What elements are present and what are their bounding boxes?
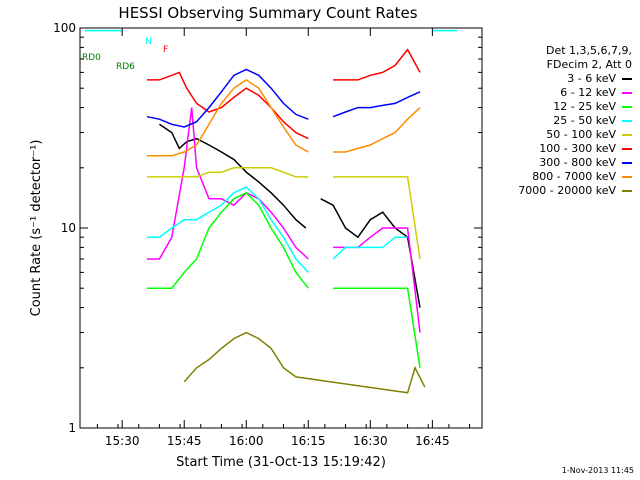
legend-swatch bbox=[622, 148, 632, 150]
series-line-8 bbox=[147, 78, 421, 157]
legend-label: 25 - 50 keV bbox=[553, 114, 616, 127]
legend-entry: 25 - 50 keV bbox=[492, 114, 632, 128]
legend-entry: 3 - 6 keV bbox=[492, 72, 632, 86]
x-axis-label: Start Time (31-Oct-13 15:19:42) bbox=[176, 455, 386, 470]
legend-swatch bbox=[622, 134, 632, 136]
legend-label: 800 - 7000 keV bbox=[532, 170, 616, 183]
y-tick-label: 100 bbox=[53, 21, 76, 35]
legend-entry: 6 - 12 keV bbox=[492, 86, 632, 100]
series-line-7 bbox=[146, 68, 421, 128]
plot-frame bbox=[79, 27, 483, 429]
legend-swatch bbox=[622, 190, 632, 192]
series-line-3 bbox=[147, 191, 421, 368]
legend-label: 6 - 12 keV bbox=[560, 86, 616, 99]
legend-swatch bbox=[622, 162, 632, 164]
legend-swatch bbox=[622, 92, 632, 94]
legend-header-2: FDecim 2, Att 0 bbox=[546, 58, 632, 71]
legend-entry: 12 - 25 keV bbox=[492, 100, 632, 114]
annotation-rd0: RD0 bbox=[82, 53, 101, 63]
y-tick-label: 1 bbox=[68, 421, 76, 435]
x-tick-label: 15:30 bbox=[105, 434, 140, 448]
series-line-5 bbox=[147, 167, 421, 260]
series-line-1 bbox=[158, 123, 421, 308]
legend-entry: 100 - 300 keV bbox=[492, 142, 632, 156]
series-line-9 bbox=[183, 331, 426, 394]
legend-entry: 50 - 100 keV bbox=[492, 128, 632, 142]
chart-title: HESSI Observing Summary Count Rates bbox=[118, 4, 417, 22]
legend-swatch bbox=[622, 176, 632, 178]
legend-label: 3 - 6 keV bbox=[567, 72, 616, 85]
footer-timestamp: 1-Nov-2013 11:45 bbox=[561, 466, 634, 475]
legend-entry: 300 - 800 keV bbox=[492, 156, 632, 170]
annotation-rd6: RD6 bbox=[116, 62, 135, 72]
x-tick-label: 16:30 bbox=[353, 434, 388, 448]
y-axis: 1 10 100 bbox=[53, 21, 482, 435]
x-tick-label: 15:45 bbox=[167, 434, 202, 448]
legend-swatch bbox=[622, 78, 632, 80]
plot-clip-group bbox=[85, 29, 458, 394]
x-tick-label: 16:15 bbox=[291, 434, 326, 448]
legend-entry: 800 - 7000 keV bbox=[492, 170, 632, 184]
y-axis-label: Count Rate (s⁻¹ detector⁻¹) bbox=[29, 140, 44, 317]
annotation-f: F bbox=[163, 45, 168, 55]
series-line-4 bbox=[85, 29, 458, 273]
legend-label: 7000 - 20000 keV bbox=[518, 184, 616, 197]
legend-entry: 7000 - 20000 keV bbox=[492, 184, 632, 198]
x-tick-label: 16:45 bbox=[415, 434, 450, 448]
legend-swatch bbox=[622, 120, 632, 122]
annotation-n: N bbox=[145, 37, 152, 47]
legend-label: 100 - 300 keV bbox=[539, 142, 616, 155]
x-tick-label: 16:00 bbox=[229, 434, 264, 448]
y-tick-label: 10 bbox=[61, 221, 76, 235]
legend-label: 50 - 100 keV bbox=[546, 128, 616, 141]
x-axis: 15:30 15:45 16:00 16:15 16:30 16:45 bbox=[96, 28, 471, 448]
legend: Det 1,3,5,6,7,9, FDecim 2, Att 0 3 - 6 k… bbox=[492, 44, 632, 198]
legend-label: 12 - 25 keV bbox=[553, 100, 616, 113]
legend-swatch bbox=[622, 106, 632, 108]
legend-header-1: Det 1,3,5,6,7,9, bbox=[545, 44, 632, 57]
series-line-6 bbox=[147, 48, 421, 140]
legend-label: 300 - 800 keV bbox=[539, 156, 616, 169]
